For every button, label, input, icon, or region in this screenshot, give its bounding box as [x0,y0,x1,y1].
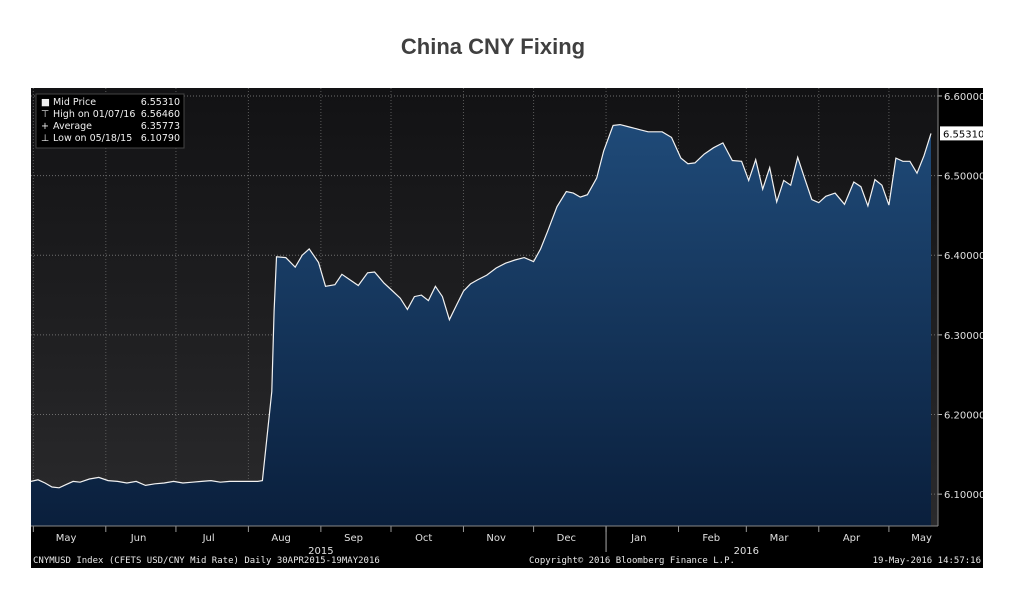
x-tick-label: Feb [702,533,720,544]
cny-fixing-chart: 6.10000 6.20000 6.30000 6.40000 6.50000 6.600… [31,88,983,566]
legend-marker: ■ [41,97,50,108]
x-tick-label: Jan [630,533,646,544]
legend-label: Average [53,121,92,132]
area-fill [31,124,931,526]
legend-value: 6.55310 [141,97,180,108]
x-tick-label: Mar [770,533,790,544]
series-area [31,123,932,526]
legend-box [35,93,185,149]
x-tick-label: Sep [344,533,363,544]
x-tick-label: Nov [486,533,506,544]
legend-value: 6.10790 [141,133,180,144]
legend-value: 6.35773 [141,121,180,132]
legend-value: 6.56460 [141,109,180,120]
x-tick-label: Dec [557,533,576,544]
y-tick-label: 6.30000 [944,331,983,342]
year-label: 2016 [734,546,759,557]
x-tick-label: Jul [202,533,215,544]
price-line [31,123,932,489]
last-value-box [940,126,983,141]
legend-label: Mid Price [53,97,96,108]
legend-label: Low on 05/18/15 [53,133,132,144]
legend-marker: ⊥ [41,133,49,144]
legend-label: High on 01/07/16 [53,109,135,120]
x-tick-label: Apr [843,533,861,544]
x-axis: May Jun Jul Aug Sep Oct Nov Dec Jan Feb Mar Apr May 2… [31,525,938,557]
y-axis: 6.10000 6.20000 6.30000 6.40000 6.50000 6.600… [937,88,983,526]
x-tick-label: Jun [130,533,147,544]
footer: CNYMUSD Index (CFETS USD/CNY Mid Rate) D… [33,556,981,566]
x-tick-label: Aug [271,533,291,544]
y-tick-label: 6.20000 [944,411,983,422]
x-tick-label: May [56,533,77,544]
year-label: 2015 [308,546,333,557]
footer-copyright: Copyright© 2016 Bloomberg Finance L.P. [529,556,735,566]
legend-marker: ⊤ [41,109,49,120]
footer-timestamp: 19-May-2016 14:57:16 [873,556,981,566]
legend: ■ Mid Price 6.55310 ⊤ High on 01/07/16 6.5646… [35,93,185,149]
chart-panel: 6.10000 6.20000 6.30000 6.40000 6.50000 6.600… [31,88,983,568]
legend-marker: + [41,121,49,132]
y-tick-label: 6.10000 [944,490,983,501]
x-tick-label: Oct [415,533,432,544]
y-tick-label: 6.60000 [944,92,983,103]
chart-title: China CNY Fixing [400,34,586,59]
y-tick-label: 6.50000 [944,172,983,183]
x-tick-label: May [911,533,932,544]
last-value-label: 6.55310 [943,129,983,140]
footer-source: CNYMUSD Index (CFETS USD/CNY Mid Rate) D… [33,556,380,566]
y-tick-label: 6.40000 [944,251,983,262]
